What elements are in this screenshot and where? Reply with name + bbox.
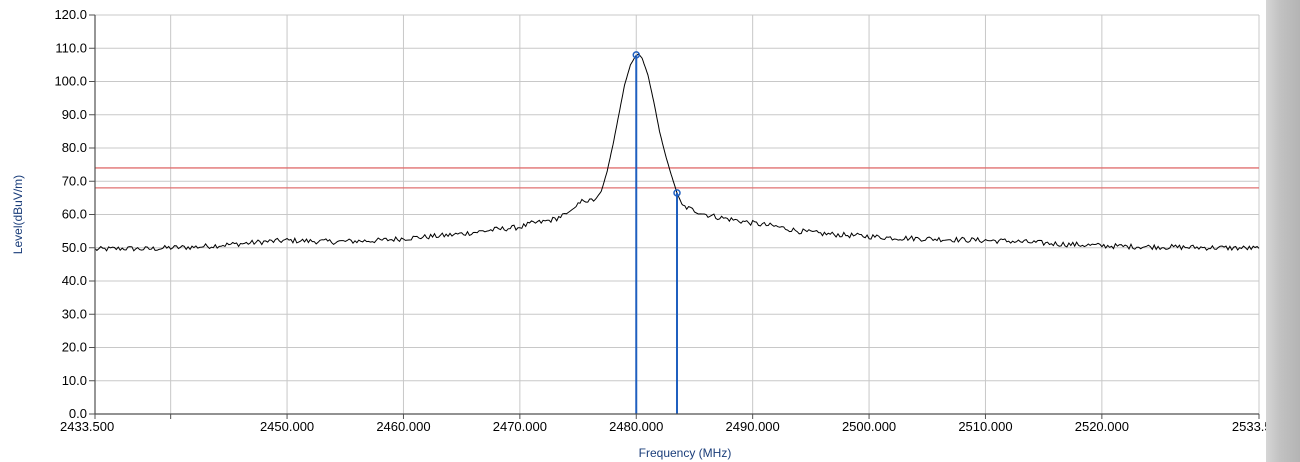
spectrum-trace — [94, 53, 1260, 252]
marker-point — [632, 51, 641, 59]
y-tick-label: 120.0 — [54, 7, 87, 22]
y-tick-label: 20.0 — [62, 340, 87, 355]
marker-point — [673, 189, 681, 197]
x-tick-label: 2510.000 — [958, 419, 1012, 434]
y-tick-label: 50.0 — [62, 240, 87, 255]
y-tick-label: 40.0 — [62, 273, 87, 288]
x-tick-label: 2450.000 — [260, 419, 314, 434]
y-axis-title: Level(dBuV/m) — [11, 175, 25, 254]
x-axis-title: Frequency (MHz) — [639, 446, 732, 460]
x-tick-label: 2470.000 — [493, 419, 547, 434]
y-tick-label: 110.0 — [55, 40, 87, 55]
y-tick-label: 80.0 — [62, 140, 87, 155]
y-tick-label: 10.0 — [62, 373, 87, 388]
x-tick-label: 2480.000 — [609, 419, 663, 434]
y-tick-label: 90.0 — [62, 107, 87, 122]
scrollbar[interactable] — [1266, 0, 1300, 462]
y-tick-label: 0.0 — [69, 406, 87, 421]
x-tick-label: 2433.500 — [60, 419, 114, 434]
y-tick-label: 70.0 — [62, 173, 87, 188]
x-tick-label: 2460.000 — [376, 419, 430, 434]
x-tick-label: 2520.000 — [1075, 419, 1129, 434]
y-tick-label: 30.0 — [62, 306, 87, 321]
x-tick-label: 2500.000 — [842, 419, 896, 434]
x-tick-label: 2490.000 — [726, 419, 780, 434]
y-tick-label: 60.0 — [62, 207, 87, 222]
y-tick-label: 100.0 — [54, 74, 87, 89]
